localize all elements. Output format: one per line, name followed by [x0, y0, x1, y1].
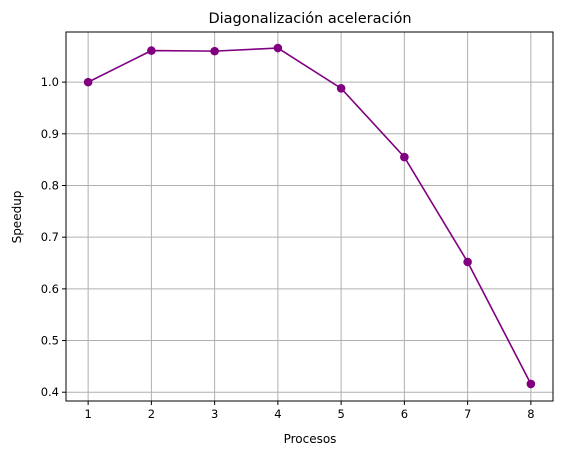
x-tick-label: 2	[148, 407, 155, 421]
series-line	[87, 47, 532, 385]
x-tick-label: 8	[527, 407, 534, 421]
chart-title: Diagonalización aceleración	[208, 11, 411, 27]
y-axis-label: Speedup	[10, 191, 24, 244]
data-point	[336, 84, 346, 93]
data-point	[463, 257, 472, 267]
data-series	[83, 43, 536, 389]
axis-ticks: 1 2 3 4 5 6 7 8 0.4 0.5 0.6 0.7 0.8 0.9 1.0	[41, 75, 535, 421]
data-point	[147, 46, 156, 55]
plot-area-frame	[65, 31, 554, 402]
data-point	[210, 46, 219, 56]
data-point	[83, 77, 93, 87]
y-tick-label: 0.5	[41, 334, 59, 348]
data-point	[273, 43, 283, 53]
x-tick-label: 4	[274, 407, 281, 421]
data-point	[400, 152, 409, 162]
x-tick-label: 5	[337, 407, 344, 421]
y-tick-label: 0.4	[41, 385, 59, 399]
x-tick-label: 3	[211, 407, 218, 421]
grid-lines	[66, 32, 553, 401]
y-tick-label: 0.6	[41, 282, 59, 296]
x-tick-label: 7	[464, 407, 471, 421]
y-tick-label: 0.9	[41, 127, 59, 141]
x-axis-label: Procesos	[284, 432, 337, 446]
y-tick-label: 0.7	[41, 230, 59, 244]
x-tick-label: 6	[401, 407, 408, 421]
y-tick-label: 1.0	[41, 75, 59, 89]
x-tick-label: 1	[84, 407, 91, 421]
y-tick-label: 0.8	[41, 178, 59, 192]
data-point	[526, 379, 536, 389]
